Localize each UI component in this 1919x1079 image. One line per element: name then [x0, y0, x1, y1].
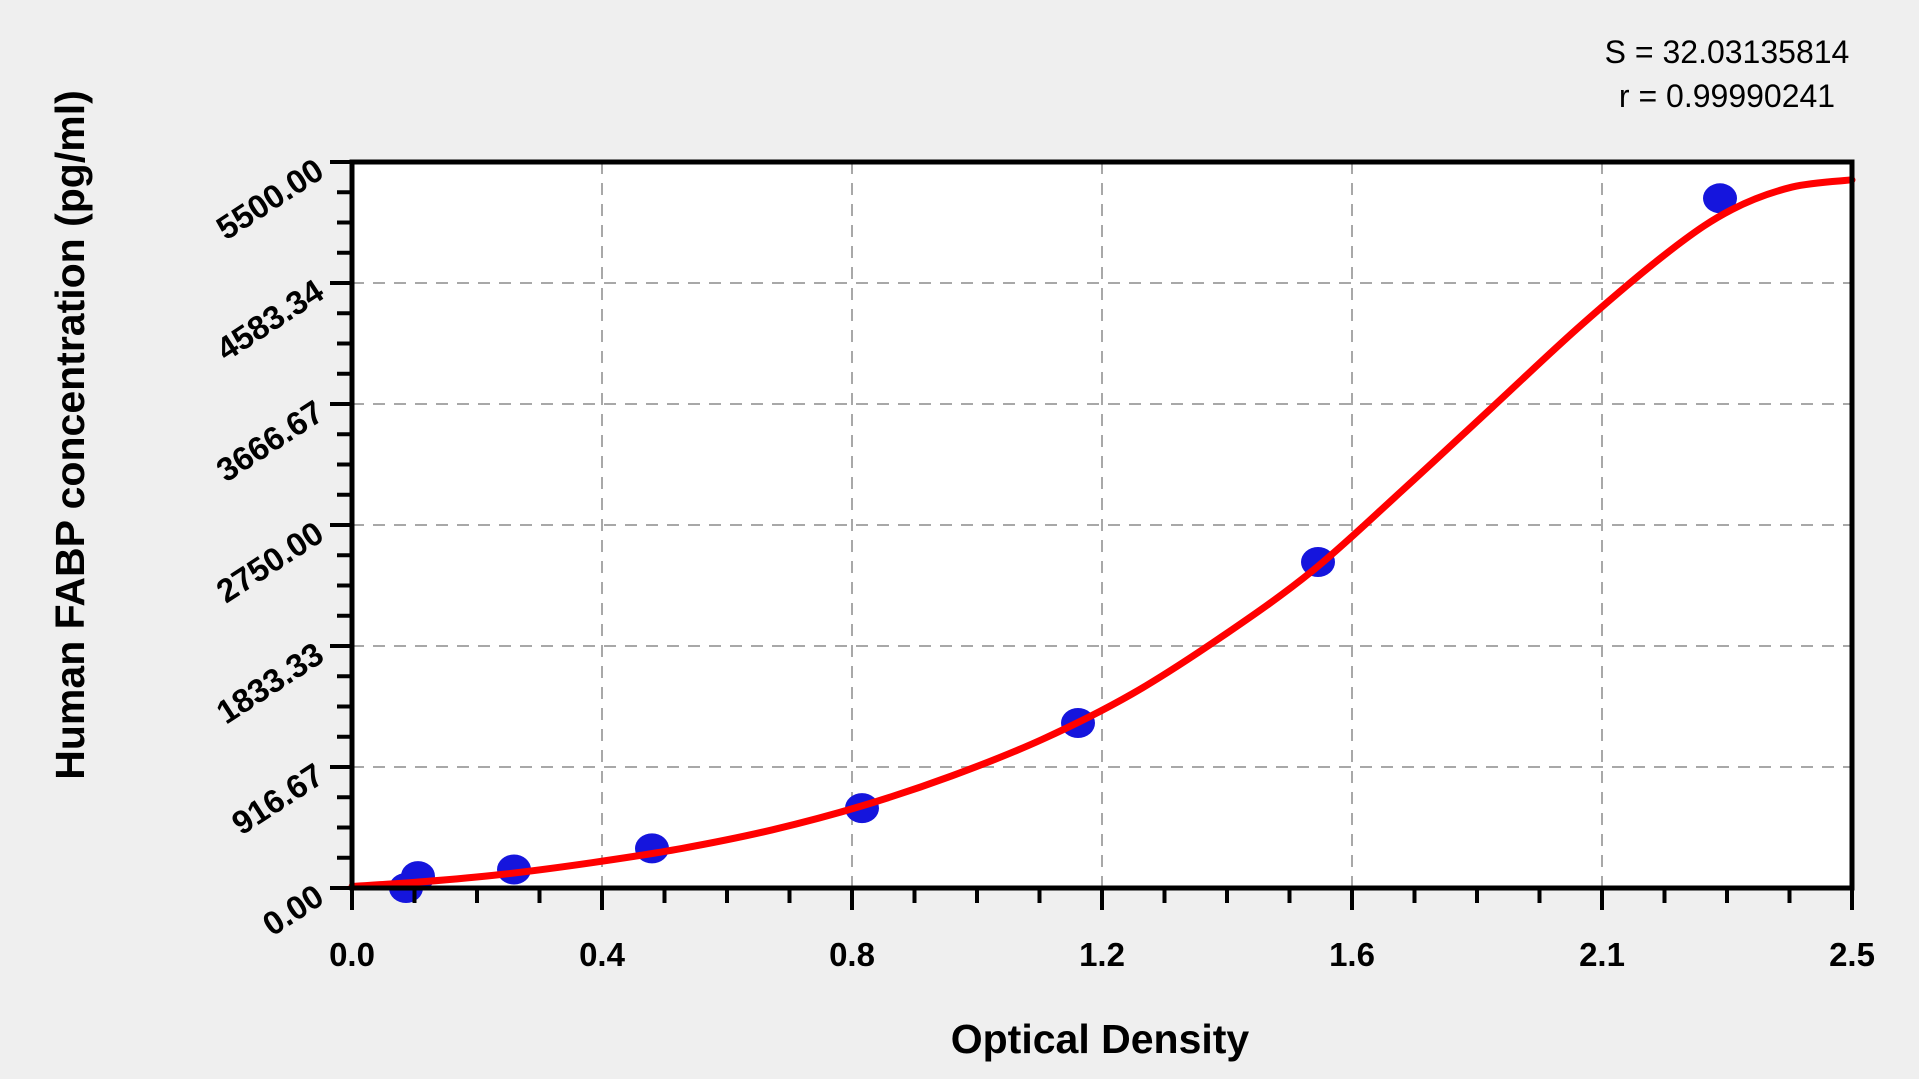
fit-stat-r-value: r = 0.99990241: [1619, 78, 1835, 114]
fit-curve-line: [348, 176, 1856, 890]
x-tick-label: 1.6: [1329, 936, 1375, 973]
x-tick-label: 0.8: [829, 936, 875, 973]
x-tick-label: 2.1: [1579, 936, 1625, 973]
x-tick-label: 0.0: [329, 936, 375, 973]
x-tick-label: 2.5: [1829, 936, 1875, 973]
standard-point: [1703, 183, 1737, 214]
x-axis-title: Optical Density: [951, 1016, 1250, 1062]
axis-ticks: [330, 160, 1854, 910]
x-tick-labels: 0.0 0.4 0.8 1.2 1.6 2.1 2.5: [329, 936, 1875, 973]
x-tick-label: 1.2: [1079, 936, 1125, 973]
plot-border: [349, 159, 1855, 891]
x-tick-label: 0.4: [579, 936, 626, 973]
y-axis-title: Human FABP concentration (pg/ml): [47, 90, 93, 779]
fit-stat-s-value: S = 32.03135814: [1605, 34, 1850, 70]
gridlines: [352, 162, 1852, 888]
